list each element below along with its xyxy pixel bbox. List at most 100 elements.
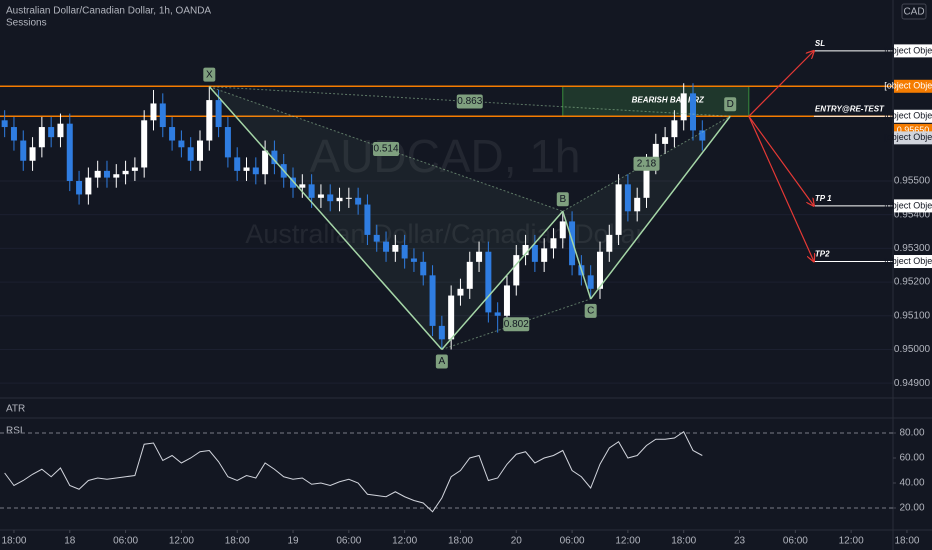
- price-label-bg: [894, 44, 932, 58]
- candle-body: [503, 285, 510, 316]
- candle-body: [494, 312, 501, 316]
- candle-body: [113, 174, 120, 178]
- ratio-label: 0.514: [374, 144, 399, 155]
- candle-body: [206, 100, 213, 141]
- x-tick-label: 18:00: [225, 536, 250, 547]
- ratio-label: 2.18: [637, 158, 657, 169]
- y-tick-label: 0.95500: [894, 176, 931, 187]
- y-tick-label: 0.94900: [894, 378, 931, 389]
- ratio-line: [209, 86, 563, 212]
- price-label: [object Object]: [884, 45, 932, 55]
- candle-body: [262, 150, 269, 175]
- candle-body: [122, 170, 129, 175]
- candle-body: [336, 197, 343, 202]
- prz-zone: [562, 85, 750, 117]
- candle-body: [103, 170, 110, 178]
- candle-body: [224, 127, 231, 158]
- candle-body: [141, 120, 148, 168]
- point-label: D: [727, 99, 734, 110]
- candle-body: [234, 157, 241, 171]
- candle-body: [541, 248, 548, 262]
- candle-body: [513, 255, 520, 286]
- x-tick-label: 19: [287, 536, 299, 547]
- candle-body: [196, 140, 203, 161]
- candle-body: [531, 245, 538, 262]
- rsi-tick-label: 80.00: [899, 428, 924, 439]
- candle-body: [476, 251, 483, 262]
- candle-body: [317, 194, 324, 198]
- price-label-bg: [894, 131, 932, 145]
- candle-body: [420, 261, 427, 276]
- candle-body: [94, 170, 101, 178]
- watermark-symbol: AUDCAD, 1h: [310, 130, 581, 182]
- y-tick-label: 0.95300: [894, 243, 931, 254]
- x-tick-label: 18:00: [1, 536, 26, 547]
- price-label: [object Object]: [884, 256, 932, 266]
- level-label: TP 1: [815, 194, 832, 203]
- candle-body: [290, 177, 297, 188]
- candle-body: [20, 140, 27, 161]
- candle-body: [1, 120, 8, 128]
- x-tick-label: 12:00: [839, 536, 864, 547]
- candle-body: [559, 221, 566, 239]
- candle-body: [57, 123, 64, 138]
- candle-body: [66, 123, 73, 181]
- candle-body: [215, 100, 222, 128]
- candle-body: [48, 127, 55, 138]
- point-label: C: [587, 306, 594, 317]
- price-label: [object Object]: [884, 132, 932, 142]
- candle-body: [680, 93, 687, 121]
- chart-title: Australian Dollar/Canadian Dollar, 1h, O…: [6, 6, 211, 17]
- trade-arrow: [748, 51, 814, 117]
- candle-body: [76, 180, 83, 195]
- price-label-bg: [894, 255, 932, 269]
- candle-body: [169, 127, 176, 141]
- candle-body: [243, 167, 250, 171]
- candle-body: [448, 295, 455, 340]
- y-tick-label: 0.95000: [894, 344, 931, 355]
- candle-body: [392, 245, 399, 252]
- x-tick-label: 06:00: [336, 536, 361, 547]
- currency-badge[interactable]: [901, 3, 927, 20]
- candle-body: [131, 167, 138, 171]
- price-label: [object Object]: [884, 200, 932, 210]
- pattern-leg: [441, 210, 564, 350]
- candle-body: [690, 93, 697, 131]
- x-tick-label: 06:00: [560, 536, 585, 547]
- rsi-tick-label: 20.00: [899, 503, 924, 514]
- candle-body: [615, 184, 622, 235]
- candle-body: [364, 204, 371, 235]
- candle-body: [652, 143, 659, 165]
- price-label-bg: [894, 109, 932, 123]
- price-label: [object Object]: [884, 111, 932, 121]
- atr-title: ATR: [6, 404, 25, 415]
- prz-label: BEARISH BAT PRZ: [632, 95, 705, 104]
- candle-body: [596, 251, 603, 289]
- point-label: X: [206, 69, 213, 80]
- rsi-tick-label: 40.00: [899, 478, 924, 489]
- pattern-leg: [562, 211, 592, 300]
- candle-body: [178, 140, 185, 148]
- rsi-title: RSI: [6, 426, 23, 437]
- ratio-badge: [456, 94, 483, 109]
- point-badge: [203, 67, 216, 82]
- currency[interactable]: CAD: [903, 7, 924, 18]
- level-label: TP2: [815, 250, 830, 259]
- price-label: [object Object]: [884, 81, 932, 91]
- candle-body: [38, 127, 45, 148]
- rsi-tick-label: 60.00: [899, 453, 924, 464]
- candle-body: [522, 245, 529, 256]
- x-tick-label: 12:00: [169, 536, 194, 547]
- candle-body: [29, 147, 36, 161]
- x-tick-label: 18:00: [671, 536, 696, 547]
- ratio-badge: [503, 317, 530, 332]
- ratio-label: 0.863: [457, 96, 482, 107]
- point-label: B: [559, 194, 566, 205]
- candle-body: [85, 177, 92, 195]
- x-tick-label: 18:00: [894, 536, 919, 547]
- candle-body: [355, 197, 362, 205]
- ratio-badge: [633, 156, 660, 171]
- price-label-bg: [894, 199, 932, 213]
